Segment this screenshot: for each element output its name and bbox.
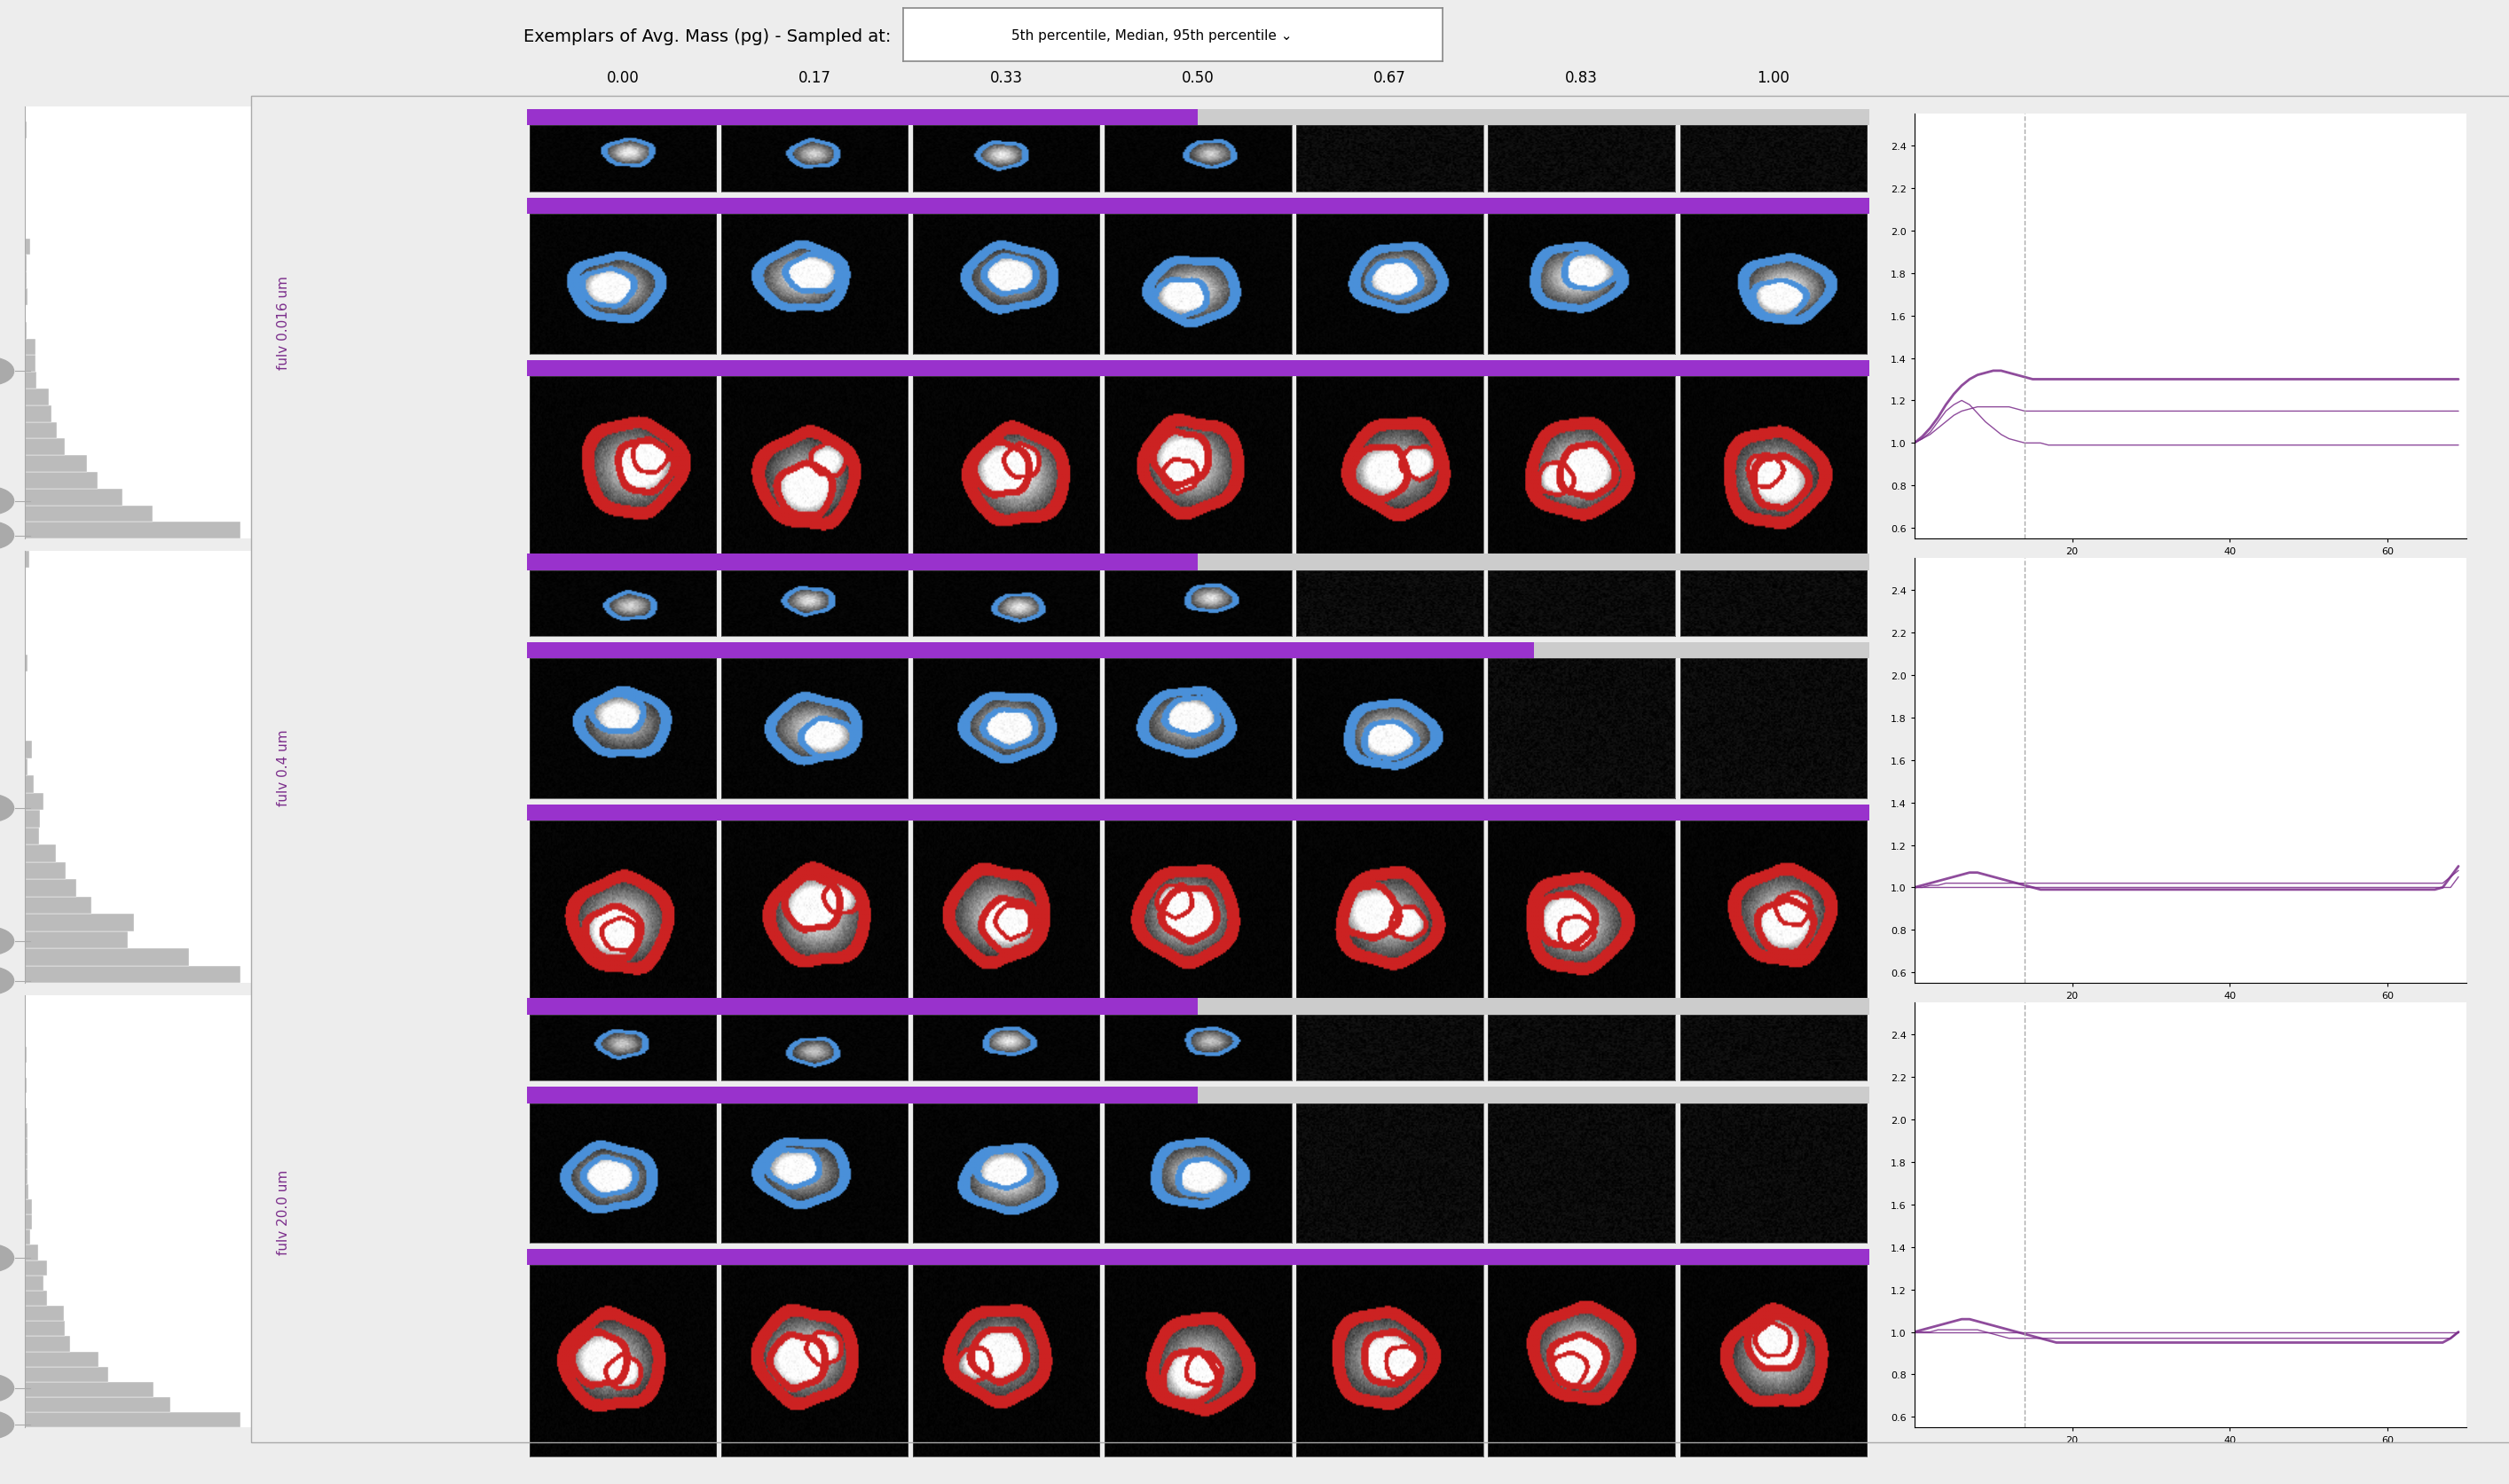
Ellipse shape <box>0 968 15 994</box>
Bar <box>25 1396 171 1413</box>
Ellipse shape <box>0 1374 15 1402</box>
Bar <box>25 551 30 568</box>
Text: Exemplars of Avg. Mass (pg) - Sampled at:: Exemplars of Avg. Mass (pg) - Sampled at… <box>522 28 891 46</box>
Bar <box>25 914 133 932</box>
Text: 0.83: 0.83 <box>1566 70 1598 86</box>
Text: 0.00: 0.00 <box>607 70 640 86</box>
Bar <box>25 423 58 439</box>
Bar <box>25 776 33 792</box>
Bar <box>1199 554 1869 570</box>
Bar <box>25 340 35 356</box>
Bar <box>25 741 33 758</box>
Bar <box>25 1413 241 1428</box>
Bar <box>25 932 128 948</box>
Bar <box>25 1291 48 1306</box>
Text: 5th percentile, Median, 95th percentile ⌄: 5th percentile, Median, 95th percentile … <box>1011 30 1292 42</box>
Bar <box>25 372 35 389</box>
Text: fulv 0.4 um: fulv 0.4 um <box>276 729 291 806</box>
Bar <box>25 356 35 372</box>
Text: 0.33: 0.33 <box>991 70 1024 86</box>
Bar <box>1199 110 1869 126</box>
Text: 1.00: 1.00 <box>1756 70 1789 86</box>
Ellipse shape <box>0 487 15 515</box>
Bar <box>25 1336 70 1352</box>
Bar <box>25 844 55 862</box>
Bar <box>25 896 90 914</box>
Bar <box>527 110 1199 126</box>
Bar <box>25 792 43 810</box>
Bar <box>25 1230 30 1245</box>
Bar <box>25 1245 38 1260</box>
Ellipse shape <box>0 522 15 549</box>
Bar <box>527 554 1199 570</box>
Bar <box>1533 643 1869 659</box>
Bar <box>25 1260 48 1275</box>
Bar <box>25 239 30 255</box>
Bar <box>25 966 241 984</box>
Bar <box>25 1214 33 1230</box>
Bar <box>25 490 123 506</box>
Ellipse shape <box>0 1244 15 1272</box>
Bar <box>25 472 98 490</box>
Bar <box>25 1352 98 1367</box>
Text: fulv 0.016 um: fulv 0.016 um <box>276 276 291 370</box>
Bar <box>25 828 40 844</box>
Bar <box>25 1275 43 1291</box>
Bar <box>1199 999 1869 1015</box>
Bar <box>527 999 1199 1015</box>
Bar <box>1199 1086 1869 1103</box>
Bar <box>25 439 65 456</box>
Ellipse shape <box>0 358 15 386</box>
Bar <box>25 880 75 896</box>
Bar <box>25 1306 63 1321</box>
Text: 0.50: 0.50 <box>1182 70 1214 86</box>
Text: 0.67: 0.67 <box>1372 70 1405 86</box>
Text: 0.17: 0.17 <box>798 70 830 86</box>
Bar <box>25 810 40 828</box>
Bar <box>25 389 48 405</box>
Text: fulv 20.0 um: fulv 20.0 um <box>276 1169 291 1254</box>
Bar <box>25 522 241 539</box>
Bar <box>25 948 188 966</box>
Bar <box>25 1367 108 1382</box>
Bar <box>25 289 28 306</box>
Bar <box>25 506 153 522</box>
Bar <box>25 862 65 880</box>
Bar <box>25 456 85 472</box>
Bar <box>25 1382 153 1396</box>
Bar <box>527 1086 1199 1103</box>
Bar <box>25 1321 65 1336</box>
Bar <box>25 1184 28 1199</box>
Ellipse shape <box>0 1411 15 1439</box>
Ellipse shape <box>0 794 15 822</box>
Bar <box>527 643 1533 659</box>
Bar <box>25 1199 33 1214</box>
Ellipse shape <box>0 928 15 956</box>
Bar <box>25 405 50 423</box>
